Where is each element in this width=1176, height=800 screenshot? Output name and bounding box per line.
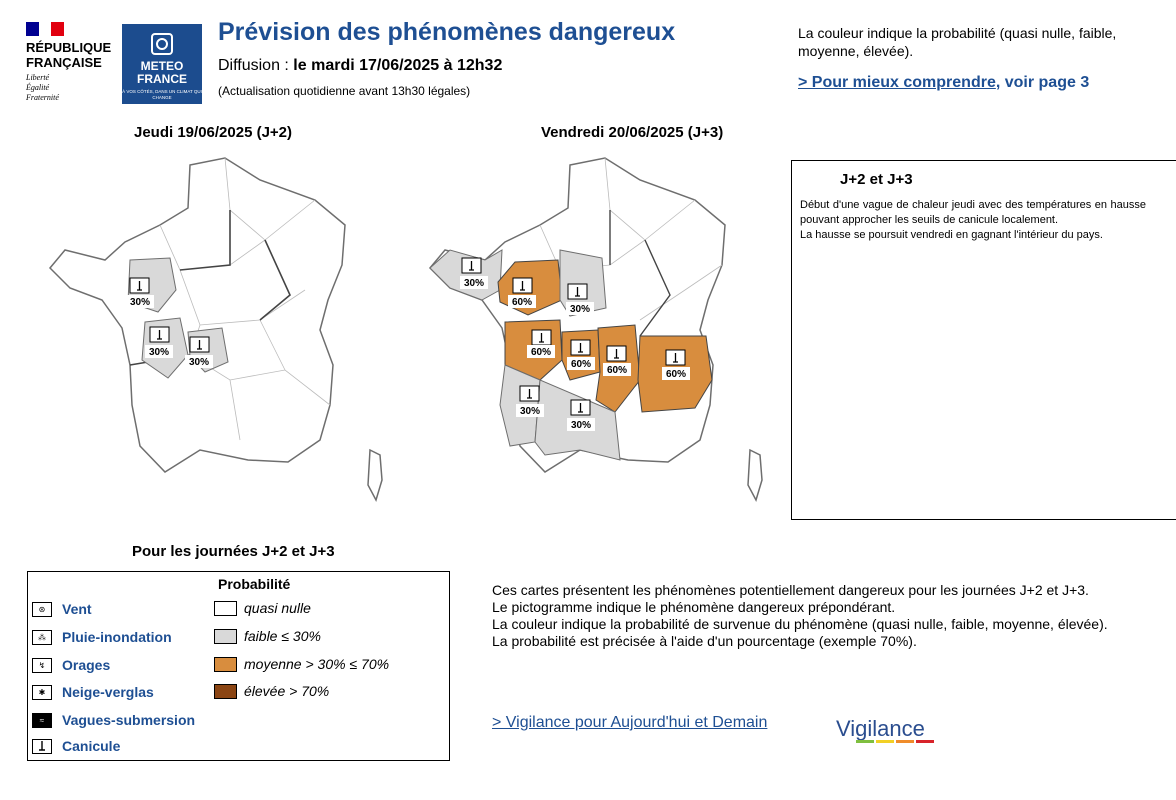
zone-j2-3-pct: 30% <box>189 357 209 368</box>
corse-outline <box>367 448 383 502</box>
probability-title: Probabilité <box>218 576 291 592</box>
actualisation-note: (Actualisation quotidienne avant 13h30 l… <box>218 84 471 98</box>
vigilance-logo: Vigilance <box>836 716 925 741</box>
legend-box: ⊛ Vent ⁂ Pluie-inondation ↯ Orages ✱ Nei… <box>27 571 450 761</box>
zone-j3-1-pct: 30% <box>464 278 484 289</box>
comment-text: Début d'une vague de chaleur jeudi avec … <box>800 198 1146 243</box>
comment-title: J+2 et J+3 <box>840 171 913 188</box>
meteo-france-logo: METEO FRANCE À VOS CÔTÉS, DANS UN CLIMAT… <box>122 24 202 104</box>
zone-j3-4-marker: 60% <box>527 329 555 358</box>
zone-j3-9-marker: 30% <box>567 399 595 431</box>
region-borders <box>609 210 671 337</box>
legend-neige: ✱ Neige-verglas <box>32 682 154 702</box>
zone-j2-2-pct: 30% <box>149 347 169 358</box>
comment-box: J+2 et J+3 Début d'une vague de chaleur … <box>791 160 1176 520</box>
zone-j3-3-marker: 30% <box>566 283 594 315</box>
legend-orages: ↯ Orages <box>32 655 110 675</box>
vigilance-logo-bars <box>856 740 934 743</box>
swatch-elevee <box>214 683 237 699</box>
comprendre-line: > Pour mieux comprendre, voir page 3 <box>798 74 1090 91</box>
legend-vent: ⊛ Vent <box>32 599 92 619</box>
map-title-j3: Vendredi 20/06/2025 (J+3) <box>541 124 724 141</box>
canicule-icon <box>32 738 52 754</box>
legend-vagues: ≈ Vagues-submersion <box>32 710 195 730</box>
france-outline <box>48 157 346 473</box>
meteo-france-emblem-icon <box>151 33 173 55</box>
comprendre-link[interactable]: > Pour mieux comprendre <box>798 74 996 91</box>
corse-outline <box>747 448 763 502</box>
zone-j3-4-pct: 60% <box>531 347 551 358</box>
vent-icon: ⊛ <box>32 601 52 617</box>
motto: Liberté Égalité Fraternité <box>26 73 59 102</box>
prob-elevee: élevée > 70% <box>214 682 329 700</box>
vigilance-link[interactable]: > Vigilance pour Aujourd'hui et Demain <box>492 714 768 731</box>
zone-j3-6-pct: 60% <box>607 365 627 376</box>
swatch-moyenne <box>214 656 237 672</box>
zone-j3-9-pct: 30% <box>571 420 591 431</box>
zone-j3-8-marker: 30% <box>516 385 544 417</box>
legend-pluie: ⁂ Pluie-inondation <box>32 627 172 647</box>
comment-line: La hausse se poursuit vendredi en gagnan… <box>800 229 1103 241</box>
french-flag-icon <box>26 22 64 36</box>
neige-verglas-icon: ✱ <box>32 684 52 700</box>
republique-francaise-name: RÉPUBLIQUE FRANÇAISE <box>26 40 112 70</box>
zone-j3-7-marker: 60% <box>662 349 690 380</box>
zone-j3-7-pct: 60% <box>666 369 686 380</box>
zone-j2-1-marker: 30% <box>126 277 154 308</box>
zone-j2-1-pct: 30% <box>130 297 150 308</box>
pluie-inondation-icon: ⁂ <box>32 629 52 645</box>
comment-line: Début d'une vague de chaleur jeudi avec … <box>800 199 1146 226</box>
vagues-submersion-icon: ≈ <box>32 712 52 728</box>
diffusion-date: Diffusion : le mardi 17/06/2025 à 12h32 <box>218 57 503 74</box>
zone-j2-2-marker: 30% <box>145 326 173 358</box>
map-title-j2: Jeudi 19/06/2025 (J+2) <box>134 124 293 141</box>
prob-faible: faible ≤ 30% <box>214 627 321 645</box>
zone-j3-2-marker: 60% <box>508 277 536 308</box>
legend-canicule: Canicule <box>32 736 120 756</box>
orages-icon: ↯ <box>32 657 52 673</box>
republique-francaise-logo: RÉPUBLIQUE FRANÇAISE Liberté Égalité Fra… <box>26 22 118 103</box>
swatch-quasi-nulle <box>214 600 237 616</box>
zone-j3-6-marker: 60% <box>603 345 631 376</box>
zone-j3-2-pct: 60% <box>512 297 532 308</box>
zone-j3-5-pct: 60% <box>571 359 591 370</box>
explanation-text: Ces cartes présentent les phénomènes pot… <box>492 582 1108 649</box>
probability-note: La couleur indique la probabilité (quasi… <box>798 25 1117 59</box>
zone-j3-1-marker: 30% <box>460 257 488 289</box>
france-map-j2: 30% 30% 30% <box>48 157 383 502</box>
prob-moyenne: moyenne > 30% ≤ 70% <box>214 655 389 673</box>
france-map-j3: 30% 60% 30% 60% 60% 60% 60% <box>428 157 763 502</box>
zone-j3-5-marker: 60% <box>567 339 595 370</box>
prob-quasi-nulle: quasi nulle <box>214 599 311 617</box>
swatch-faible <box>214 628 237 644</box>
page-title: Prévision des phénomènes dangereux <box>218 18 676 46</box>
zone-j3-3-pct: 30% <box>570 304 590 315</box>
zone-j3-8-pct: 30% <box>520 406 540 417</box>
zone-j2-3-marker: 30% <box>185 336 213 368</box>
legend-title: Pour les journées J+2 et J+3 <box>132 543 335 560</box>
